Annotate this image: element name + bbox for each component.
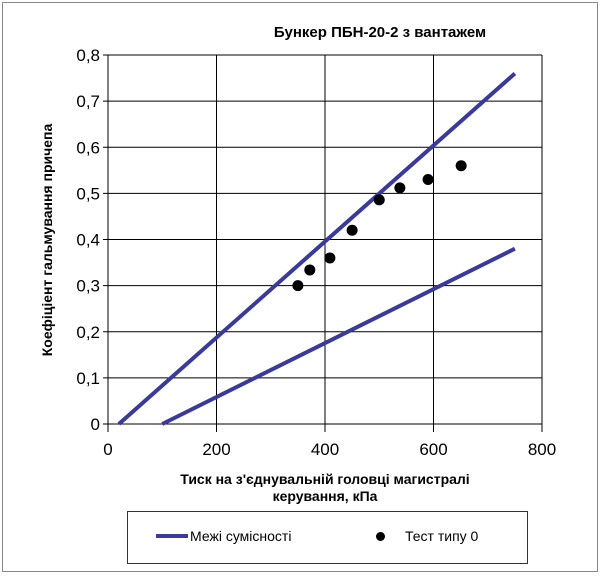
y-tick-label: 0,7 [76, 92, 100, 111]
x-tick-label: 800 [528, 440, 556, 459]
data-point [346, 224, 358, 236]
legend-label: Межі сумісності [190, 528, 292, 544]
data-point [373, 194, 385, 206]
data-point [394, 182, 406, 194]
y-tick-label: 0,3 [76, 277, 100, 296]
x-tick-label: 400 [311, 440, 339, 459]
y-tick-label: 0,8 [76, 46, 100, 65]
legend-dot-swatch [376, 531, 385, 541]
data-point [422, 174, 434, 186]
x-tick-label: 200 [202, 440, 230, 459]
data-point [324, 252, 336, 264]
bound-line [161, 246, 516, 426]
data-point [455, 160, 467, 172]
y-tick-label: 0,1 [76, 369, 100, 388]
y-tick-label: 0,2 [76, 323, 100, 342]
chart-frame [2, 2, 598, 572]
y-tick-label: 0 [91, 415, 100, 434]
y-tick-label: 0,6 [76, 138, 100, 157]
data-point [304, 264, 316, 276]
legend: Межі сумісності Тест типу 0 [127, 511, 528, 564]
x-tick-label: 600 [419, 440, 447, 459]
y-axis-label: Коефіціент гальмування причепа [39, 124, 55, 357]
grid: 0 0,1 0,2 0,3 0,4 0,5 0,6 0,7 0,8 0 200 400 600 800 [76, 46, 556, 459]
data-point [292, 280, 304, 292]
x-tick-label: 0 [103, 440, 112, 459]
legend-item-test: Тест типу 0 [376, 528, 478, 544]
y-tick-label: 0,4 [76, 231, 100, 250]
bound-line [117, 71, 517, 426]
legend-label: Тест типу 0 [405, 528, 479, 544]
x-axis-label-line1: Тиск на з'єднувальній головці магистралі [180, 471, 469, 487]
legend-line-swatch [156, 534, 188, 538]
y-tick-label: 0,5 [76, 184, 100, 203]
x-axis-label-line2: керування, кПа [273, 488, 378, 504]
marks [117, 71, 517, 426]
legend-item-bounds: Межі сумісності [156, 528, 291, 544]
chart-title: Бункер ПБН-20-2 з вантажем [274, 24, 486, 41]
